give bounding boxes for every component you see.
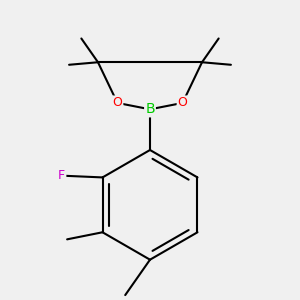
Text: O: O bbox=[112, 96, 122, 110]
Text: B: B bbox=[145, 102, 155, 116]
Text: F: F bbox=[58, 169, 65, 182]
Text: O: O bbox=[178, 96, 188, 110]
